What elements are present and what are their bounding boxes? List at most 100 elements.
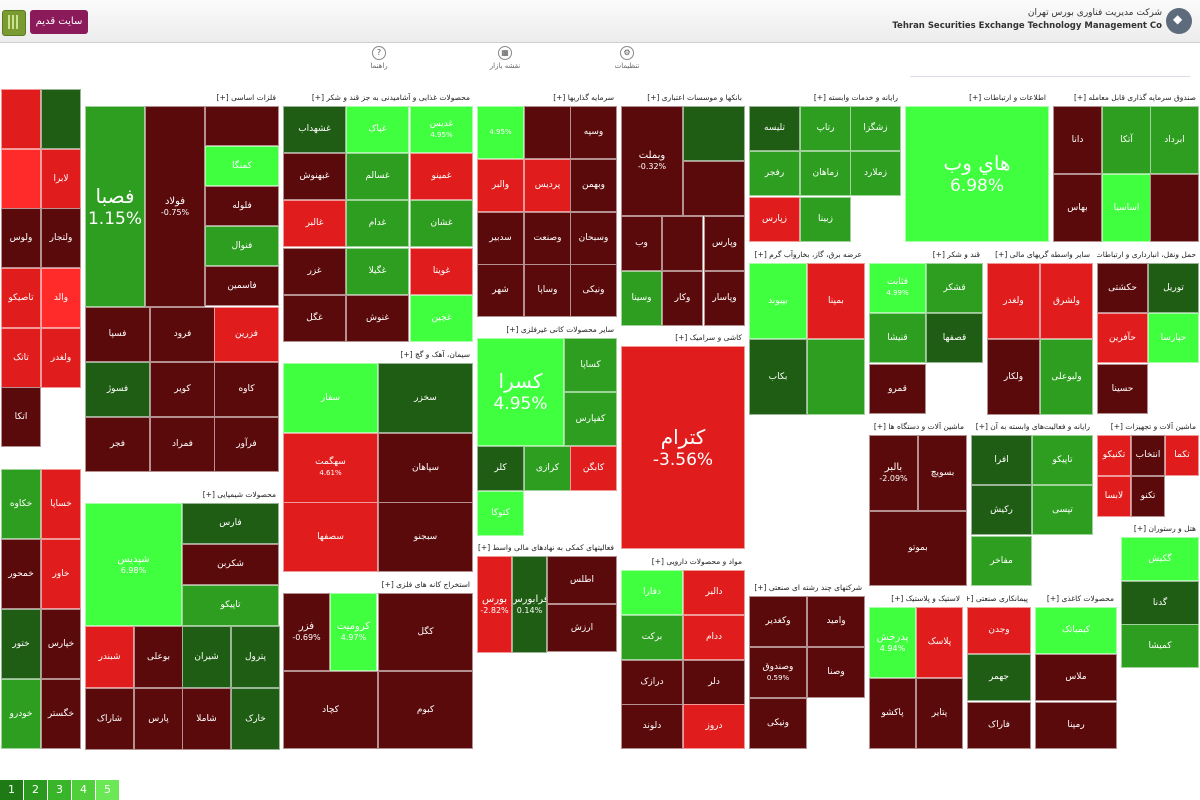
symbol-tile[interactable]: شبندر (85, 626, 134, 688)
sector-header[interactable]: بانکها و موسسات اعتباری [+] (621, 89, 745, 107)
symbol-tile[interactable]: کگل (378, 593, 473, 671)
symbol-tile[interactable]: ولبوعلی (1040, 339, 1093, 415)
symbol-tile[interactable]: غنوش (346, 295, 409, 342)
symbol-tile[interactable]: پارس (134, 688, 183, 750)
symbol-tile[interactable]: قصفها (926, 313, 983, 363)
symbol-tile[interactable]: وامید (807, 596, 865, 647)
symbol-tile[interactable]: غسالم (346, 153, 409, 200)
symbol-tile[interactable]: تاصیکو (1, 268, 41, 328)
symbol-tile[interactable]: لابرا (41, 149, 81, 209)
symbol-tile[interactable]: حآفرین (1097, 313, 1148, 363)
sector-header[interactable]: صندوق سرمایه گذاری قابل معامله [+] (1053, 89, 1199, 107)
sector-header[interactable]: عرضه برق، گاز، بخاروآب گرم [+] (749, 246, 865, 264)
symbol-tile[interactable]: شپدیس 6.98% (85, 503, 182, 626)
symbol-tile[interactable]: والد (41, 268, 81, 328)
symbol-tile[interactable]: پردیس (524, 159, 571, 212)
symbol-tile[interactable]: شهر (477, 264, 524, 317)
symbol-tile[interactable]: ولتجار (41, 208, 81, 268)
sector-header[interactable]: استخراج کانه های فلزی [+] (283, 576, 473, 594)
symbol-tile[interactable]: زماهان (800, 151, 851, 196)
symbol-tile[interactable]: کاوه (214, 362, 279, 417)
symbol-tile[interactable]: حسینا (1097, 364, 1148, 414)
symbol-tile[interactable]: سبجنو (378, 502, 473, 572)
symbol-tile[interactable]: اطلس (547, 556, 617, 604)
symbol-tile[interactable]: غشان (410, 200, 473, 247)
sector-header[interactable]: محصولات شیمیایی [+] (85, 486, 279, 504)
symbol-tile[interactable]: افرا (971, 435, 1032, 485)
sector-header[interactable]: سیمان، آهک و گچ [+] (283, 346, 473, 364)
symbol-tile[interactable]: دروز (683, 704, 745, 749)
symbol-tile[interactable]: قمرو (869, 364, 926, 414)
symbol-tile[interactable]: فنوال (205, 226, 279, 266)
symbol-tile[interactable]: کمیشا (1121, 624, 1199, 668)
symbol-tile[interactable] (662, 216, 703, 271)
symbol-tile[interactable] (41, 89, 81, 149)
symbol-tile[interactable]: ددام (683, 615, 745, 660)
symbol-tile[interactable]: رتاپ (800, 106, 851, 151)
symbol-tile[interactable]: ونیکی (570, 264, 617, 317)
sector-header[interactable]: فعالیتهای کمکی به نهادهای مالی واسط [+] (477, 539, 617, 557)
symbol-tile[interactable] (524, 106, 571, 159)
sector-header[interactable]: ماشین آلات و دستگاه ها [+] (869, 418, 967, 436)
symbol-tile[interactable]: وکغدیر (749, 596, 807, 647)
symbol-tile[interactable]: وسبحان (570, 212, 617, 265)
symbol-tile[interactable]: والبر (477, 159, 524, 212)
symbol-tile[interactable]: دلر (683, 660, 745, 705)
sector-header[interactable]: سایر محصولات کانی غیرفلزی [+] (477, 321, 617, 339)
symbol-tile[interactable]: فلوله (205, 186, 279, 226)
symbol-tile[interactable]: فزر -0.69% (283, 593, 330, 671)
symbol-tile[interactable]: سفار (283, 363, 378, 433)
symbol-tile[interactable]: سپاهان (378, 433, 473, 503)
symbol-tile[interactable]: تکما (1165, 435, 1199, 476)
symbol-tile[interactable]: فجر (85, 417, 150, 472)
symbol-tile[interactable]: وبهمن (570, 159, 617, 212)
symbol-tile[interactable]: کروميت 4.97% (330, 593, 377, 671)
symbol-tile[interactable]: ابرداد (1150, 106, 1199, 174)
symbol-tile[interactable]: پلاسک (916, 607, 963, 678)
symbol-tile[interactable]: وسپه (570, 106, 617, 159)
symbol-tile[interactable]: بکاب (749, 339, 807, 415)
symbol-tile[interactable]: تاپیکو (1032, 435, 1093, 485)
symbol-tile[interactable]: غگیلا (346, 248, 409, 295)
symbol-tile[interactable]: پاکشو (869, 678, 916, 749)
symbol-tile[interactable]: خگستر (41, 679, 81, 749)
symbol-tile[interactable]: هاي وب 6.98% (905, 106, 1049, 242)
sector-header[interactable]: سرمایه گذاریها [+] (477, 89, 617, 107)
symbol-tile[interactable]: اساسیا (1102, 174, 1151, 242)
symbol-tile[interactable]: کمنگا (205, 146, 279, 186)
symbol-tile[interactable]: کلر (477, 446, 524, 491)
symbol-tile[interactable]: ختور (1, 609, 41, 679)
symbol-tile[interactable]: وپاسار (704, 271, 745, 326)
symbol-tile[interactable]: کبوم (378, 671, 473, 749)
symbol-tile[interactable]: بپیوند (749, 263, 807, 339)
sector-header[interactable]: حمل ونقل، انبارداری و ارتباطات [+] (1097, 246, 1199, 264)
symbol-tile[interactable]: غگل (283, 295, 346, 342)
symbol-tile[interactable]: فزرین (214, 307, 279, 362)
symbol-tile[interactable]: خارک (231, 688, 280, 750)
symbol-tile[interactable]: غچین (410, 295, 473, 342)
symbol-tile[interactable]: دفارا (621, 570, 683, 615)
symbol-tile[interactable]: غویتا (410, 248, 473, 295)
page-2-button[interactable]: 2 (24, 780, 48, 800)
symbol-tile[interactable]: ولغدر (41, 328, 81, 388)
sector-header[interactable]: سایر واسطه گریهای مالی [+] (987, 246, 1093, 264)
symbol-tile[interactable]: کتوکا (477, 491, 524, 536)
page-3-button[interactable]: 3 (48, 780, 72, 800)
symbol-tile[interactable]: فاسمین (205, 266, 279, 306)
symbol-tile[interactable]: فصبا 1.15% (85, 106, 145, 307)
symbol-tile[interactable]: غالبر (283, 200, 346, 247)
symbol-tile[interactable]: فرابورس 0.14% (512, 556, 547, 653)
symbol-tile[interactable]: شاملا (182, 688, 231, 750)
symbol-tile[interactable]: ولوس (1, 208, 41, 268)
sector-header[interactable]: شرکتهای چند رشته ای صنعتی [+] (749, 579, 865, 597)
symbol-tile[interactable]: وسینا (621, 271, 662, 326)
symbol-tile[interactable]: سدبیر (477, 212, 524, 265)
symbol-tile[interactable]: تکنو (1131, 476, 1165, 517)
symbol-tile[interactable]: شکربن (182, 544, 279, 585)
nav-settings[interactable]: ⚙ تنظیمات (602, 46, 652, 70)
symbol-tile[interactable]: وب (621, 216, 662, 271)
sector-header[interactable]: فلزات اساسی [+] (85, 89, 279, 107)
symbol-tile[interactable]: دانا (1053, 106, 1102, 174)
symbol-tile[interactable] (1, 89, 41, 149)
symbol-tile[interactable]: گدنا (1121, 581, 1199, 625)
